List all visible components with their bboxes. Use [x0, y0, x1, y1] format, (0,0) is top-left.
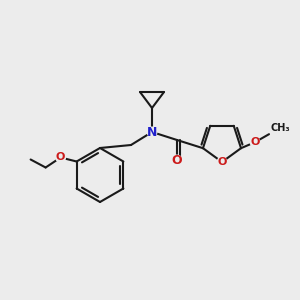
Circle shape — [250, 137, 260, 148]
Text: O: O — [217, 157, 227, 167]
Circle shape — [172, 154, 182, 166]
Text: O: O — [172, 154, 182, 166]
Text: N: N — [147, 125, 157, 139]
Text: CH₃: CH₃ — [270, 123, 290, 133]
Text: O: O — [250, 137, 260, 147]
Text: O: O — [56, 152, 65, 163]
Circle shape — [217, 157, 227, 167]
Circle shape — [55, 152, 66, 163]
Circle shape — [146, 127, 158, 137]
